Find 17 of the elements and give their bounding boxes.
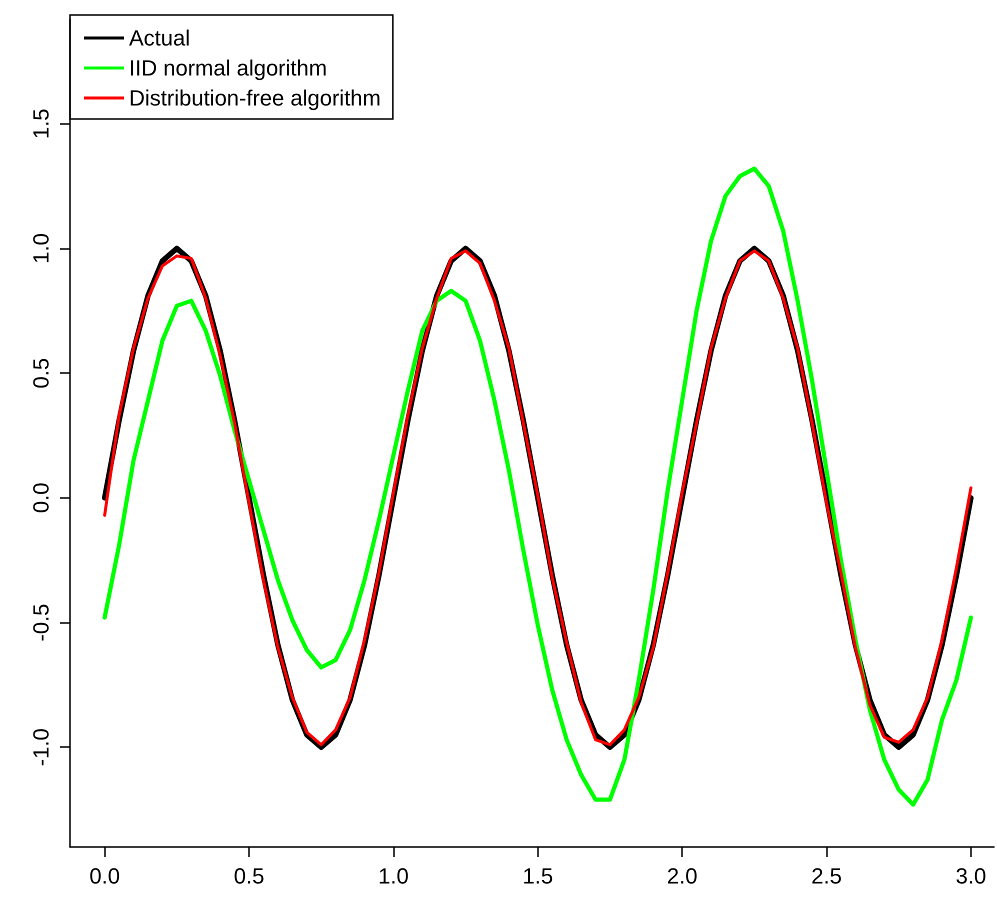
x-tick-label: 1.5: [522, 864, 554, 888]
x-tick-label: 0.5: [234, 864, 264, 888]
x-tick-label: 3.0: [956, 864, 986, 888]
y-tick-label: 0.5: [28, 358, 54, 388]
x-tick-label: 2.5: [811, 864, 842, 888]
y-tick-label: -1.0: [28, 728, 54, 766]
y-tick-label: 0.0: [28, 482, 54, 514]
x-tick-label: 1.0: [378, 864, 409, 888]
y-tick-label: -0.5: [28, 604, 54, 642]
legend-label: Distribution-free algorithm: [129, 86, 381, 110]
line-series: [102, 166, 973, 807]
legend-label: Actual: [129, 26, 190, 50]
x-tick-label: 0.0: [89, 864, 120, 888]
y-tick-label: 1.5: [28, 108, 54, 140]
x-tick-label: 2.0: [666, 864, 698, 888]
y-tick-label: 1.0: [28, 233, 54, 264]
legend-label: IID normal algorithm: [129, 56, 328, 80]
